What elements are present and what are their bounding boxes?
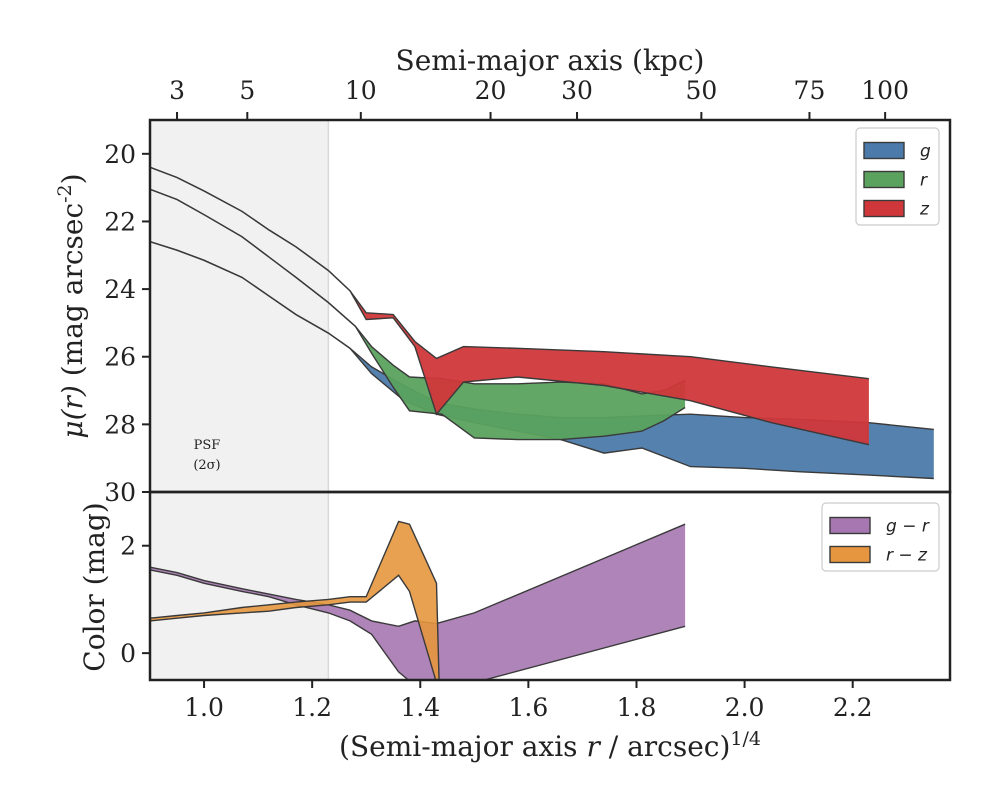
band-lower-edge-r-z: [150, 574, 437, 680]
bottom-x-tick-label: 1.0: [184, 693, 224, 722]
top-x-tick-label: 5: [239, 76, 255, 105]
band-fill-g: [150, 241, 934, 479]
bottom-x-tick-label: 1.2: [292, 693, 332, 722]
legend-swatch-r: [863, 170, 905, 189]
bottom-x-tick-label: 2.2: [833, 693, 873, 722]
legend-label-r-z: r − z: [886, 546, 928, 566]
legend-label-g-r: g − r: [886, 517, 930, 537]
band-fill-g-r: [150, 524, 686, 680]
top-x-tick-label: 100: [861, 76, 909, 105]
top-y-tick-label: 22: [104, 207, 136, 236]
bottom-y-axis-label: Color (mag): [78, 502, 111, 671]
legend-label-z: z: [919, 200, 930, 220]
band-fill-z: [150, 167, 869, 445]
psf-label: PSF: [194, 438, 221, 453]
top-x-tick-label: 75: [794, 76, 826, 105]
band-lower-edge-g-r: [150, 569, 686, 680]
legend-swatch-g-r: [829, 516, 871, 535]
psf-sigma-label: (2σ): [193, 458, 220, 473]
top-y-tick-label: 28: [104, 410, 136, 439]
top-x-tick-label: 30: [561, 76, 593, 105]
bottom-x-tick-label: 1.8: [617, 693, 657, 722]
bottom-x-tick-label: 1.6: [508, 693, 548, 722]
bottom-y-tick-label: 0: [120, 639, 136, 668]
legend-swatch-g: [863, 141, 905, 160]
top-x-axis-label: Semi-major axis (kpc): [396, 44, 705, 77]
band-r-z: [150, 520, 440, 680]
bottom-legend: g − r r − z: [821, 502, 940, 572]
top-x-tick-label: 50: [685, 76, 717, 105]
top-panel-plot: [150, 166, 934, 480]
bottom-x-tick-label: 1.4: [400, 693, 440, 722]
legend-label-g: g: [920, 142, 931, 162]
legend-swatch-r-z: [829, 545, 871, 564]
top-legend: grz: [855, 127, 940, 226]
top-x-tick-label: 20: [475, 76, 507, 105]
top-y-axis-label: μ(r) (mag arcsec-2): [54, 173, 89, 438]
band-lower-edge-r: [150, 188, 686, 441]
top-x-tick-label: 3: [169, 76, 185, 105]
top-y-tick-label: 30: [104, 478, 136, 507]
axis-ticks: 20 22 24 26 28 30 3 5 10 20 30 50 75 100 0 2 1.0 1.2 1.4 1.…: [104, 76, 909, 722]
band-upper-edge-r-z: [150, 520, 440, 680]
top-y-tick-label: 26: [104, 343, 136, 372]
top-x-tick-label: 10: [345, 76, 377, 105]
legend-swatch-z: [863, 199, 905, 218]
band-fill-r-z: [150, 521, 440, 680]
band-fill-r: [150, 189, 686, 440]
psf-region: [150, 120, 329, 680]
bottom-x-axis-label: (Semi-major axis r / arcsec)1/4: [339, 728, 761, 763]
bottom-x-tick-label: 2.0: [725, 693, 765, 722]
band-lower-edge-z: [150, 166, 870, 446]
top-y-tick-label: 24: [104, 275, 136, 304]
bottom-panel-frame: [148, 490, 952, 682]
band-z: [150, 166, 870, 446]
bottom-panel-plot: [150, 520, 686, 680]
top-y-tick-label: 20: [104, 140, 136, 169]
bottom-y-tick-label: 2: [120, 532, 136, 561]
legend-label-r: r: [920, 171, 928, 191]
